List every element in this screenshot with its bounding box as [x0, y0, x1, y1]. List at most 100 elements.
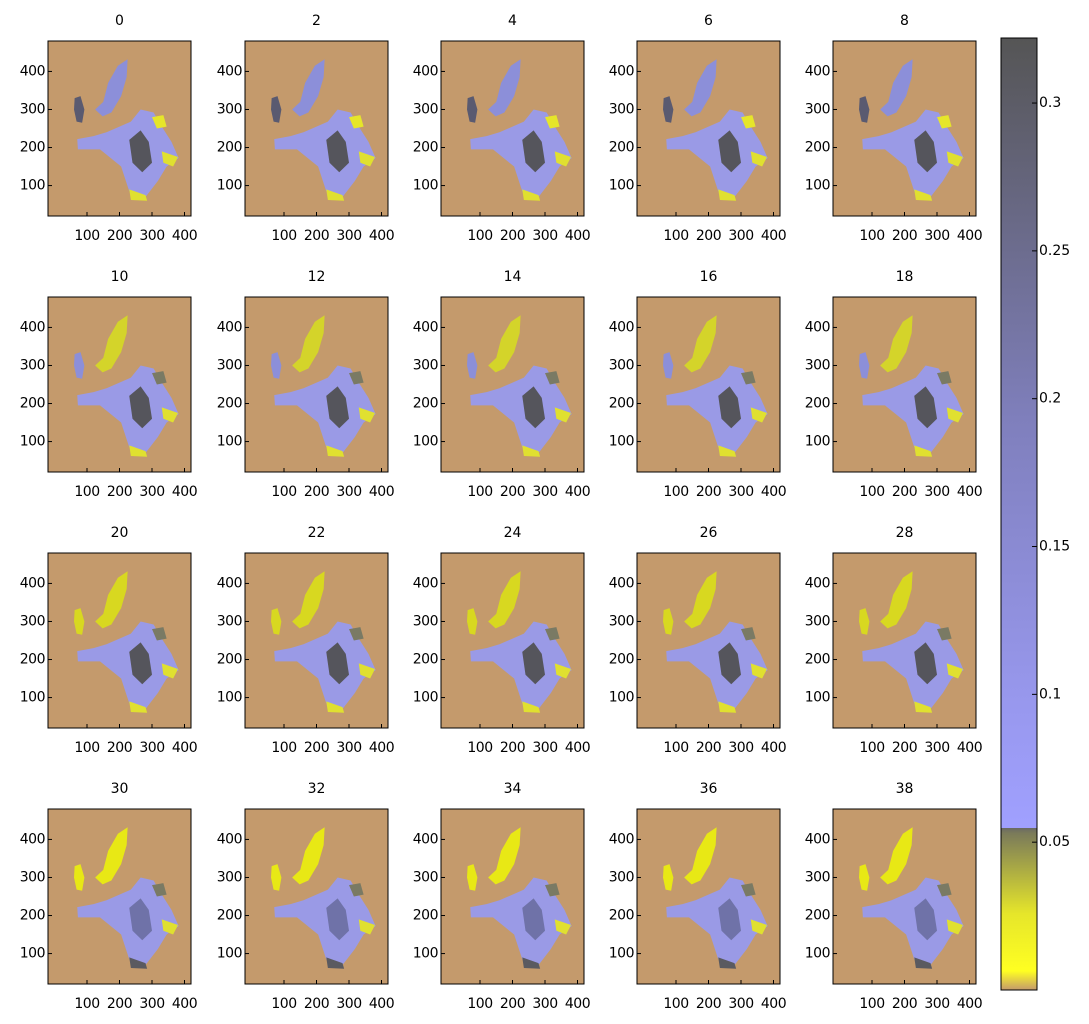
y-tick-label: 300: [805, 101, 830, 117]
map-region: [914, 386, 937, 429]
map-region: [663, 608, 674, 635]
map-region: [663, 96, 674, 123]
map-region: [859, 608, 870, 635]
map-region: [880, 571, 913, 629]
map-region: [684, 827, 717, 885]
map-region: [77, 877, 179, 965]
y-tick-label: 400: [217, 63, 242, 79]
x-tick-label: 100: [859, 740, 884, 756]
y-tick-label: 400: [413, 575, 438, 591]
panel-title: 14: [504, 269, 522, 285]
map-region: [152, 883, 167, 897]
x-tick-label: 100: [663, 228, 688, 244]
map-region: [326, 130, 349, 173]
map-region: [666, 365, 768, 453]
map-region: [77, 621, 179, 709]
map-region: [718, 642, 741, 685]
map-region: [349, 115, 364, 129]
map-region: [274, 109, 376, 197]
map-region: [750, 919, 767, 935]
map-region: [326, 957, 345, 969]
map-region: [74, 864, 85, 891]
map-region: [470, 365, 572, 453]
map-region: [292, 59, 325, 117]
panel-title: 32: [308, 781, 326, 797]
x-tick-label: 400: [369, 484, 394, 500]
y-tick-label: 400: [413, 319, 438, 335]
x-tick-label: 200: [500, 996, 525, 1012]
y-tick-label: 100: [217, 178, 242, 194]
y-tick-label: 400: [609, 319, 634, 335]
x-tick-label: 200: [107, 228, 132, 244]
map-region: [741, 627, 756, 641]
map-region: [718, 898, 741, 941]
map-region: [271, 96, 282, 123]
y-tick-label: 300: [413, 357, 438, 373]
x-tick-label: 400: [957, 996, 982, 1012]
map-region: [880, 59, 913, 117]
x-tick-label: 200: [304, 228, 329, 244]
x-tick-label: 100: [271, 740, 296, 756]
x-tick-label: 400: [957, 740, 982, 756]
map-region: [937, 371, 952, 385]
y-tick-label: 400: [413, 831, 438, 847]
map-region: [946, 407, 963, 423]
y-tick-label: 100: [413, 690, 438, 706]
x-tick-label: 200: [892, 228, 917, 244]
x-tick-label: 300: [139, 228, 164, 244]
y-tick-label: 100: [805, 434, 830, 450]
x-tick-label: 400: [172, 484, 197, 500]
map-region: [522, 701, 541, 713]
map-region: [859, 352, 870, 379]
map-region: [77, 365, 179, 453]
map-region: [741, 883, 756, 897]
x-tick-label: 100: [74, 228, 99, 244]
y-tick-label: 100: [20, 178, 45, 194]
x-tick-label: 300: [924, 740, 949, 756]
colorbar: [1000, 37, 1038, 991]
map-region: [326, 386, 349, 429]
colorbar-tick-label: 0.25: [1039, 243, 1070, 259]
map-region: [554, 407, 571, 423]
map-region: [937, 115, 952, 129]
y-tick-label: 400: [805, 575, 830, 591]
map-region: [946, 151, 963, 167]
y-tick-label: 100: [217, 690, 242, 706]
x-tick-label: 300: [728, 228, 753, 244]
panel-title: 6: [704, 13, 713, 29]
y-tick-label: 300: [413, 101, 438, 117]
x-tick-label: 200: [892, 996, 917, 1012]
map-region: [467, 352, 478, 379]
map-region: [666, 621, 768, 709]
x-tick-label: 100: [467, 740, 492, 756]
panel-title: 36: [700, 781, 718, 797]
x-tick-label: 400: [761, 740, 786, 756]
x-tick-label: 300: [924, 996, 949, 1012]
y-tick-label: 100: [413, 946, 438, 962]
x-tick-label: 300: [336, 228, 361, 244]
y-tick-label: 300: [609, 869, 634, 885]
x-tick-label: 200: [304, 740, 329, 756]
y-tick-label: 200: [20, 396, 45, 412]
x-tick-label: 300: [532, 996, 557, 1012]
y-tick-label: 300: [805, 613, 830, 629]
panel-title: 38: [896, 781, 914, 797]
map-region: [470, 877, 572, 965]
x-tick-label: 100: [271, 228, 296, 244]
map-region: [554, 663, 571, 679]
map-region: [718, 130, 741, 173]
x-tick-label: 200: [107, 996, 132, 1012]
x-tick-label: 100: [663, 484, 688, 500]
x-tick-label: 400: [957, 228, 982, 244]
y-tick-label: 400: [20, 63, 45, 79]
map-region: [271, 608, 282, 635]
y-tick-label: 200: [805, 908, 830, 924]
colorbar-tick-label: 0.2: [1039, 391, 1061, 407]
x-tick-label: 200: [500, 484, 525, 500]
x-tick-label: 300: [728, 484, 753, 500]
x-tick-label: 400: [565, 996, 590, 1012]
map-region: [750, 407, 767, 423]
y-tick-label: 200: [609, 140, 634, 156]
x-tick-label: 200: [892, 484, 917, 500]
map-region: [292, 827, 325, 885]
